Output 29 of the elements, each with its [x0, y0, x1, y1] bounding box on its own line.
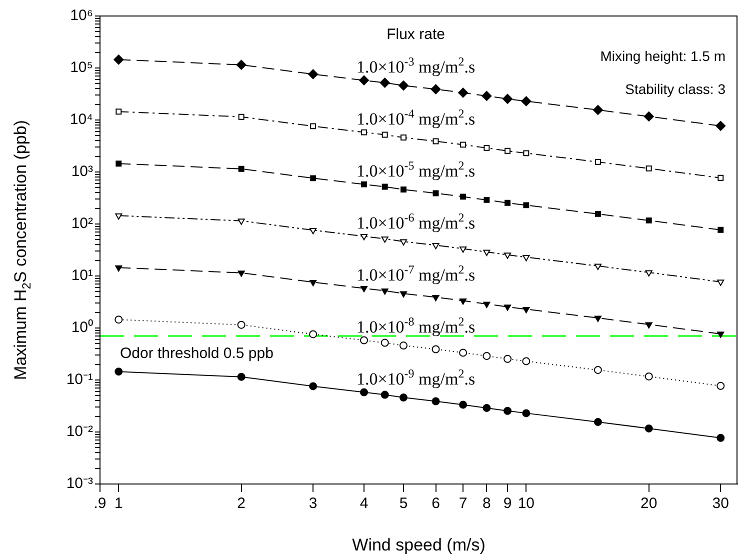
x-tick-label: 3	[308, 495, 318, 512]
x-tick-label: 10	[518, 495, 535, 512]
x-tick-label: 7	[458, 495, 468, 512]
x-tick-label: 30	[712, 495, 729, 512]
y-tick-label: 10⁻³	[66, 475, 93, 492]
ref-line-label: Odor threshold 0.5 ppb	[120, 345, 274, 362]
y-tick-label: 10⁻¹	[66, 371, 93, 388]
annotation: Mixing height: 1.5 m	[600, 48, 726, 64]
y-tick-label: 10⁴	[70, 111, 93, 128]
x-tick-label: 2	[237, 495, 246, 512]
x-tick-label: 6	[432, 495, 440, 512]
y-tick-label: 10¹	[71, 267, 93, 284]
x-tick-label: 4	[360, 495, 368, 512]
legend-title: Flux rate	[386, 26, 445, 43]
x-tick-label: 20	[640, 495, 658, 512]
x-axis-title: Wind speed (m/s)	[352, 535, 486, 554]
y-tick-label: 10³	[71, 163, 93, 180]
y-tick-label: 10²	[71, 215, 93, 232]
y-tick-label: 10⁵	[70, 59, 93, 76]
y-tick-label: 10⁶	[70, 7, 93, 24]
x-tick-label: 9	[503, 495, 512, 512]
y-tick-label: 10⁻²	[66, 423, 93, 440]
y-axis-title: Maximum H2S concentration (ppb)	[11, 120, 34, 380]
annotation: Stability class: 3	[625, 81, 726, 97]
x-tick-label: 8	[482, 495, 491, 512]
y-tick-label: 10⁰	[71, 319, 93, 336]
x-tick-label: 1	[114, 495, 123, 512]
x-tick-label: .9	[94, 495, 106, 512]
x-tick-label: 5	[399, 495, 408, 512]
